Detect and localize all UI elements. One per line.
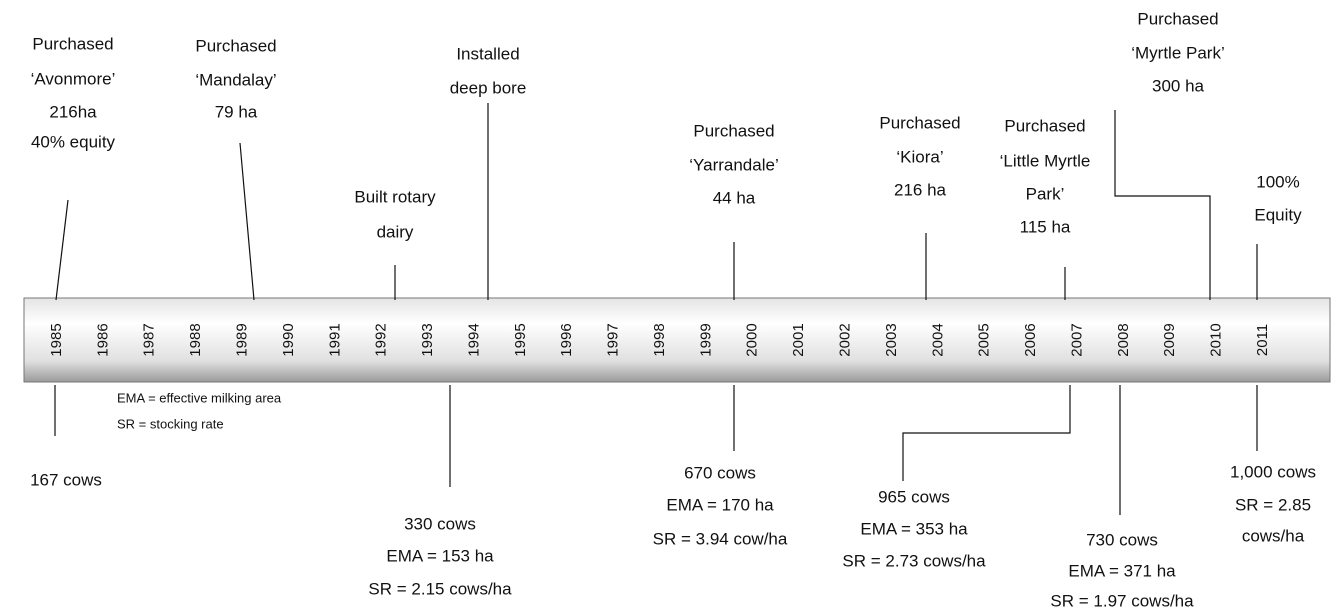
event-text: Equity: [1254, 205, 1302, 224]
event-text: Purchased: [1137, 9, 1218, 28]
event-text: 44 ha: [713, 188, 756, 207]
note: SR = stocking rate: [117, 416, 224, 431]
event-text: 216ha: [49, 102, 97, 121]
event-text: Purchased: [1004, 116, 1085, 135]
year-label: 1987: [141, 323, 158, 356]
event-text: deep bore: [450, 78, 527, 97]
event-text: 730 cows: [1086, 530, 1158, 549]
event-text: 79 ha: [215, 102, 258, 121]
year-label: 1995: [512, 323, 529, 356]
year-label: 2008: [1115, 323, 1132, 356]
event-text: 40% equity: [31, 132, 116, 151]
year-label: 1997: [605, 323, 622, 356]
year-label: 2005: [976, 323, 993, 356]
event-text: SR = 2.73 cows/ha: [842, 551, 986, 570]
event-text: ‘Myrtle Park’: [1131, 43, 1225, 62]
event-text: 167 cows: [30, 470, 102, 489]
event-text: SR = 1.97 cows/ha: [1050, 591, 1194, 610]
event-text: ‘Mandalay’: [195, 70, 276, 89]
event-text: Purchased: [693, 121, 774, 140]
event-text: ‘Kiora’: [896, 147, 943, 166]
event-text: 330 cows: [404, 514, 476, 533]
event-text: Installed: [456, 44, 519, 63]
event-text: 100%: [1256, 172, 1299, 191]
event-text: 115 ha: [1020, 217, 1071, 236]
event-text: EMA = 153 ha: [386, 546, 494, 565]
event-text: 670 cows: [684, 463, 756, 482]
event-text: EMA = 353 ha: [860, 519, 968, 538]
event-text: EMA = 170 ha: [666, 495, 774, 514]
event-text: 965 cows: [878, 487, 950, 506]
year-label: 2011: [1254, 324, 1271, 356]
year-label: 2004: [929, 323, 946, 356]
event-text: ‘Avonmore’: [31, 69, 116, 88]
year-label: 2003: [883, 323, 900, 356]
event-text: ‘Yarrandale’: [689, 155, 778, 174]
event-text: Purchased: [879, 113, 960, 132]
event-text: dairy: [377, 222, 414, 241]
connector: [902, 385, 1071, 481]
year-label: 1992: [373, 323, 390, 356]
event-text: ‘Little Myrtle: [1000, 151, 1091, 170]
year-label: 1993: [419, 323, 436, 356]
year-label: 2010: [1208, 323, 1225, 356]
year-label: 1991: [326, 323, 343, 356]
timeline-bar: [23, 297, 1331, 383]
event-text: 216 ha: [894, 180, 947, 199]
event-text: Built rotary: [354, 187, 436, 206]
year-label: 2002: [837, 323, 854, 356]
event-text: SR = 3.94 cow/ha: [653, 529, 788, 548]
event-text: Purchased: [195, 36, 276, 55]
year-label: 1996: [558, 323, 575, 356]
year-label: 2009: [1161, 323, 1178, 356]
event-text: SR = 2.15 cows/ha: [368, 579, 512, 598]
event-text: cows/ha: [1242, 526, 1305, 545]
year-label: 2007: [1068, 323, 1085, 356]
year-label: 1986: [94, 323, 111, 356]
year-label: 1985: [48, 323, 65, 356]
year-label: 1994: [465, 323, 482, 356]
note: EMA = effective milking area: [117, 390, 282, 405]
connector: [239, 142, 255, 301]
connector: [1114, 110, 1211, 300]
event-text: 300 ha: [1152, 76, 1205, 95]
event-text: Park’: [1026, 184, 1065, 203]
year-label: 1989: [234, 323, 251, 356]
year-label: 2001: [790, 323, 807, 356]
year-label: 1999: [697, 323, 714, 356]
event-text: 1,000 cows: [1230, 462, 1316, 481]
year-label: 1998: [651, 323, 668, 356]
event-text: Purchased: [32, 34, 113, 53]
year-label: 2006: [1022, 323, 1039, 356]
year-label: 2000: [744, 323, 761, 356]
event-text: EMA = 371 ha: [1068, 561, 1176, 580]
year-label: 1990: [280, 323, 297, 356]
event-text: SR = 2.85: [1235, 495, 1311, 514]
year-label: 1988: [187, 323, 204, 356]
connector: [55, 199, 69, 301]
